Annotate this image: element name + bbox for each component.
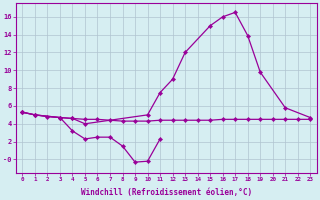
X-axis label: Windchill (Refroidissement éolien,°C): Windchill (Refroidissement éolien,°C) (81, 188, 252, 197)
